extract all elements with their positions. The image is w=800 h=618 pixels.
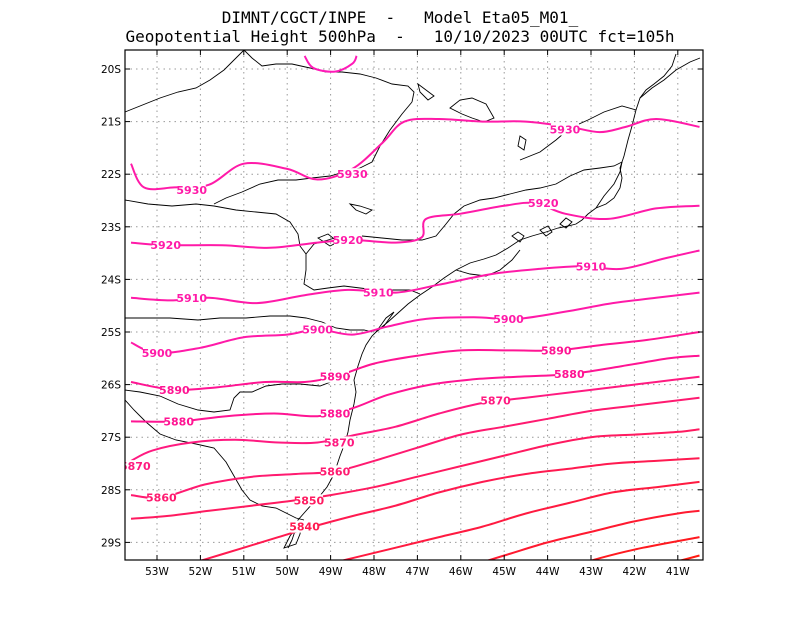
contour-label-5890: 5890 bbox=[541, 344, 572, 357]
lon-tick-label: 48W bbox=[362, 566, 386, 578]
contour-label-background bbox=[481, 394, 510, 407]
lon-tick-label: 43W bbox=[579, 566, 603, 578]
height-contours: 5930 5930 5930 5920 5920 5920 5910 5910 5910 5900… bbox=[120, 55, 700, 560]
lon-tick-label: 50W bbox=[275, 566, 299, 578]
contour-line-5840 bbox=[199, 457, 700, 560]
contour-label-background bbox=[320, 465, 349, 478]
contour-label-5930: 5930 bbox=[550, 123, 581, 136]
contour-line-5800 bbox=[678, 554, 700, 560]
lon-tick-label: 49W bbox=[319, 566, 343, 578]
contour-label-background bbox=[303, 323, 332, 336]
contour-label-background bbox=[151, 239, 180, 252]
contour-label-5900: 5900 bbox=[142, 347, 173, 360]
map-title-line-1: DIMNT/CGCT/INPE - Model Eta05_M01_ bbox=[221, 8, 579, 27]
lat-tick-label: 23S bbox=[101, 222, 121, 234]
contour-label-5910: 5910 bbox=[576, 260, 607, 273]
contour-label-background bbox=[143, 347, 171, 360]
contour-label-5850: 5850 bbox=[294, 494, 325, 507]
contour-label-5870: 5870 bbox=[120, 460, 151, 473]
contour-label-5930: 5930 bbox=[176, 184, 207, 197]
contour-line-5890 bbox=[130, 331, 700, 392]
contour-label-5890: 5890 bbox=[320, 371, 351, 384]
contour-label-5910: 5910 bbox=[176, 292, 207, 305]
lon-tick-label: 41W bbox=[666, 566, 690, 578]
contour-label-5860: 5860 bbox=[146, 492, 177, 505]
contour-label-background bbox=[294, 494, 323, 507]
contour-line-5810 bbox=[589, 536, 700, 560]
contour-label-background bbox=[494, 312, 523, 325]
contour-label-background bbox=[164, 415, 193, 428]
contour-label-5900: 5900 bbox=[302, 323, 333, 336]
contour-label-background bbox=[320, 370, 349, 383]
axis-ticks: 20S 21S 22S 23S 24S 25S 26S 27S 28S 29S 53W 52W 51W 5… bbox=[101, 50, 703, 578]
lon-tick-label: 51W bbox=[232, 566, 256, 578]
contour-label-background bbox=[177, 291, 206, 304]
contour-line-5860 bbox=[130, 396, 700, 500]
contour-label-background bbox=[160, 383, 189, 396]
contour-label-5880: 5880 bbox=[320, 408, 351, 421]
contour-label-5920: 5920 bbox=[333, 234, 364, 247]
coastline-and-borders bbox=[125, 50, 701, 549]
lat-tick-label: 24S bbox=[101, 274, 121, 286]
contour-label-background bbox=[290, 520, 319, 533]
contour-line-5930 bbox=[130, 117, 700, 191]
lat-tick-label: 25S bbox=[101, 327, 121, 339]
contour-label-background bbox=[338, 168, 367, 181]
lat-tick-label: 21S bbox=[101, 117, 121, 129]
contour-line-5870 bbox=[130, 375, 700, 462]
lat-tick-label: 20S bbox=[101, 64, 121, 76]
contour-label-background bbox=[364, 286, 393, 299]
lon-tick-label: 45W bbox=[492, 566, 516, 578]
lat-tick-label: 28S bbox=[101, 485, 121, 497]
lon-tick-label: 52W bbox=[189, 566, 213, 578]
contour-label-5840: 5840 bbox=[289, 521, 320, 534]
contour-label-background bbox=[577, 260, 605, 273]
lon-tick-label: 44W bbox=[536, 566, 560, 578]
lat-tick-label: 26S bbox=[101, 380, 121, 392]
map-frame bbox=[124, 49, 704, 561]
contour-line-5920 bbox=[130, 201, 700, 249]
contour-label-5880: 5880 bbox=[554, 368, 585, 381]
contour-label-background bbox=[177, 183, 206, 196]
contour-line-5850 bbox=[130, 428, 700, 520]
contour-label-background bbox=[320, 407, 349, 420]
contour-label-background bbox=[147, 491, 176, 504]
contour-line-5880 bbox=[130, 354, 700, 423]
contour-label-background bbox=[125, 460, 150, 473]
contour-label-5860: 5860 bbox=[320, 465, 351, 478]
contour-label-5920: 5920 bbox=[528, 197, 559, 210]
lon-tick-label: 42W bbox=[623, 566, 647, 578]
contour-label-background bbox=[550, 123, 579, 136]
contour-label-5910: 5910 bbox=[363, 287, 394, 300]
contour-label-background bbox=[325, 436, 354, 449]
contour-label-background bbox=[542, 344, 571, 357]
lat-tick-label: 27S bbox=[101, 432, 121, 444]
contour-label-5870: 5870 bbox=[324, 436, 355, 449]
contour-label-background bbox=[555, 368, 584, 381]
lon-tick-label: 46W bbox=[449, 566, 473, 578]
contour-line-5820 bbox=[485, 509, 700, 560]
contour-label-background bbox=[333, 233, 362, 246]
contour-line-5830 bbox=[340, 480, 700, 560]
lon-tick-label: 47W bbox=[406, 566, 430, 578]
contour-label-5930: 5930 bbox=[337, 168, 368, 181]
lon-tick-label: 53W bbox=[145, 566, 169, 578]
lat-tick-label: 22S bbox=[101, 169, 121, 181]
contour-label-5900: 5900 bbox=[493, 313, 524, 326]
contour-line-5900 bbox=[130, 291, 700, 355]
lat-tick-label: 29S bbox=[101, 537, 121, 549]
contour-label-background bbox=[529, 197, 558, 210]
map-title-line-2: Geopotential Height 500hPa - 10/10/2023 … bbox=[125, 27, 675, 46]
contour-label-5890: 5890 bbox=[159, 384, 190, 397]
contour-label-5880: 5880 bbox=[163, 415, 194, 428]
contour-line-5910 bbox=[130, 249, 700, 305]
contour-label-5870: 5870 bbox=[480, 394, 511, 407]
contour-label-5920: 5920 bbox=[150, 239, 181, 252]
contour-line-5940 bbox=[303, 55, 358, 73]
